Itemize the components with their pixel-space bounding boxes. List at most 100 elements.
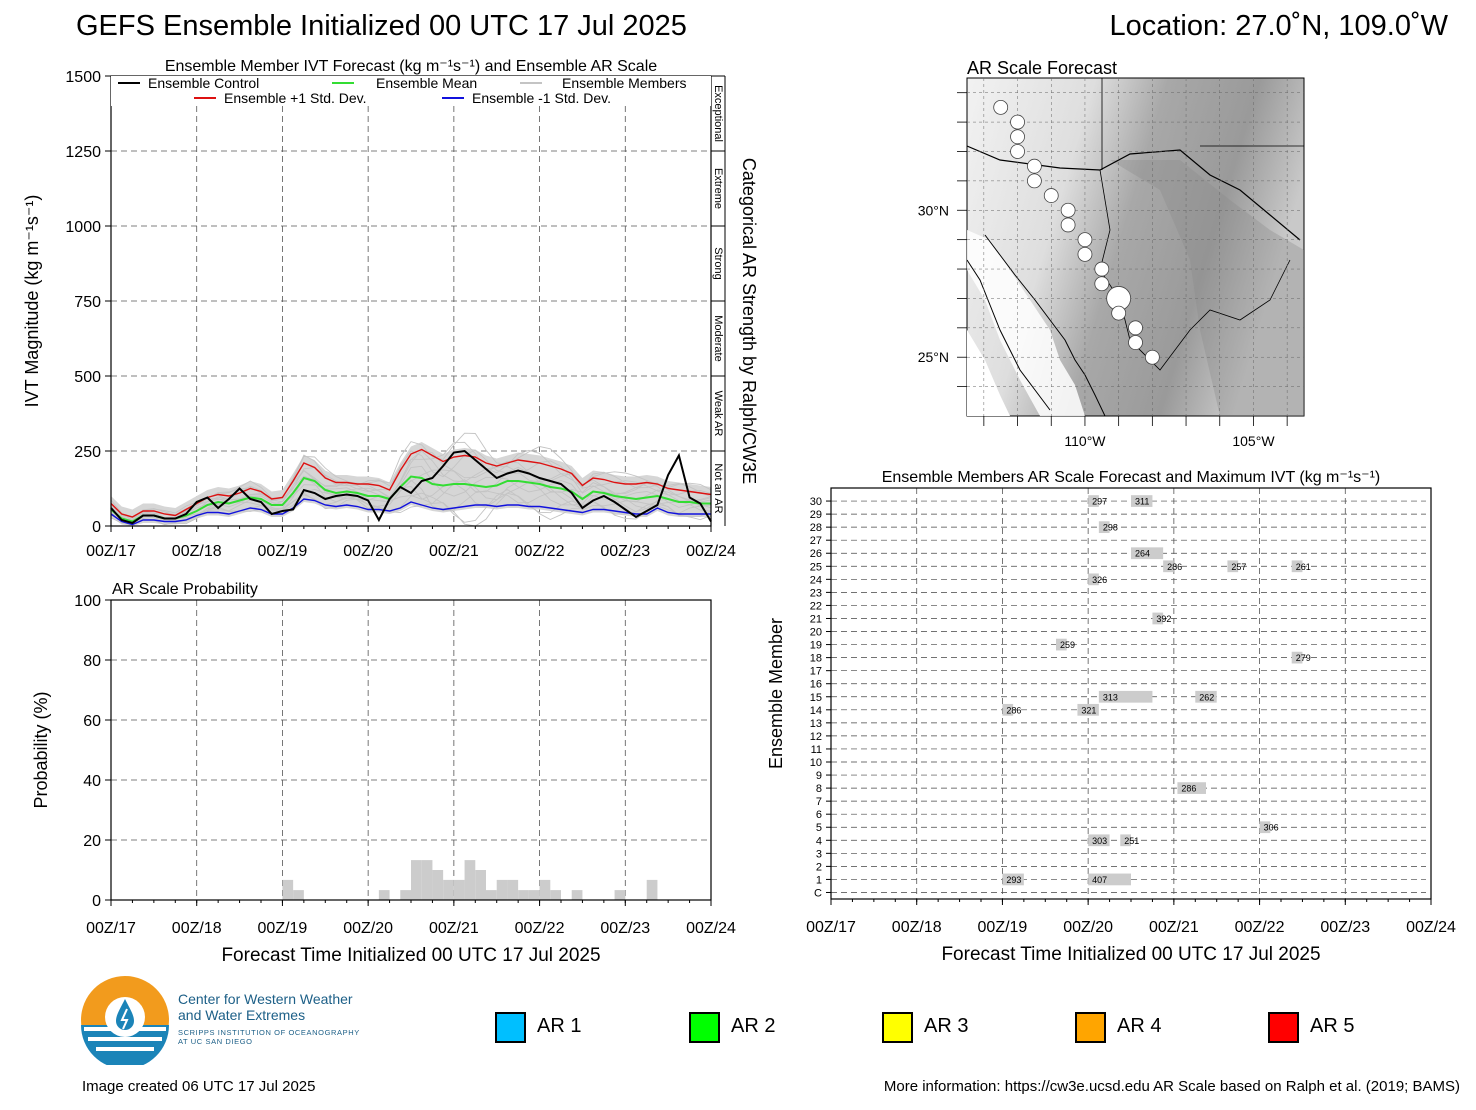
ivt-x-tick-label: 00Z/21 [429, 543, 479, 560]
prob-bar [378, 890, 390, 900]
map-marker [1027, 173, 1042, 189]
prob-y-tick-label: 40 [83, 773, 101, 790]
map-title: AR Scale Forecast [967, 58, 1118, 78]
member-y-tick-label: 29 [810, 509, 822, 521]
map-markers [993, 99, 1160, 365]
member-event-ivt: 306 [1264, 823, 1279, 833]
member-event-ivt: 264 [1135, 549, 1150, 559]
ivt-y-tick-label: 500 [74, 369, 101, 386]
ivt-series-member [110, 492, 712, 527]
map-marker [993, 99, 1009, 115]
map-marker [1010, 114, 1025, 130]
cw3e-logo-icon [81, 976, 169, 1065]
map-marker [1060, 217, 1076, 233]
probability-chart: 0 20 40 60 80 100 00Z/17 00Z/18 00Z/19 00Z/20 00Z/… [31, 581, 736, 966]
logo-line-3: SCRIPPS INSTITUTION OF OCEANOGRAPHY [178, 1028, 360, 1037]
member-y-tick-label: 15 [810, 692, 822, 704]
prob-bar [646, 879, 658, 900]
ivt-title: Ensemble Member IVT Forecast (kg m⁻¹s⁻¹)… [165, 58, 657, 75]
member-event-bar [1120, 834, 1131, 847]
member-event-ivt: 257 [1231, 562, 1246, 572]
member-event-ivt: 251 [1124, 836, 1139, 846]
member-x-tick-label: 00Z/23 [1320, 919, 1370, 936]
ivt-x-tick-label: 00Z/19 [258, 543, 308, 560]
map-gridlines [967, 78, 1304, 416]
ivt-legend-label-control: Ensemble Control [148, 75, 259, 91]
member-y-tick-label: 5 [816, 822, 822, 834]
prob-bar [571, 890, 583, 900]
member-y-tick-label: 6 [816, 809, 822, 821]
member-event-bar [1002, 703, 1014, 716]
location-label: Location: 27.0˚N, 109.0˚W [1109, 10, 1448, 42]
ivt-legend-label-members: Ensemble Members [562, 75, 687, 91]
member-event-bar [1131, 547, 1164, 560]
map-marker [1010, 144, 1025, 159]
member-y-tick-label: 4 [816, 835, 822, 847]
ar-legend-label: AR 2 [731, 1015, 776, 1037]
member-event-ivt: 286 [1006, 705, 1021, 715]
map-ocean-gulf [967, 230, 1085, 416]
ivt-x-tick-label: 00Z/24 [686, 543, 736, 560]
ivt-category-label: Moderate [712, 315, 724, 361]
map-ocean-pacific [967, 330, 1010, 416]
cw3e-logo [80, 975, 170, 1065]
ivt-legend-label-plus_std: Ensemble +1 Std. Dev. [224, 90, 367, 106]
member-y-tick-label: 13 [810, 718, 822, 730]
member-y-tick-label: 24 [810, 574, 822, 586]
ar-legend-label: AR 4 [1117, 1015, 1162, 1037]
member-event-bar [1056, 638, 1067, 651]
prob-bar [400, 890, 411, 900]
map-lat-label: 25°N [918, 349, 949, 365]
member-event-bar [1291, 560, 1303, 573]
prob-bar [432, 870, 444, 900]
member-y-tick-label: 17 [810, 666, 822, 678]
map-marker [1077, 246, 1093, 262]
member-event-ivt: 298 [1103, 523, 1118, 533]
logo-line-4: AT UC SAN DIEGO [178, 1037, 253, 1046]
prob-bar [539, 879, 551, 900]
member-event-ivt: 262 [1199, 692, 1214, 702]
member-y-tick-label: 10 [810, 757, 822, 769]
map-marker [1094, 276, 1110, 292]
map-marker [1077, 232, 1093, 248]
ar-legend-swatch [1268, 1012, 1299, 1043]
prob-x-tick-label: 00Z/18 [172, 920, 222, 937]
ivt-y-tick-label: 750 [74, 294, 101, 311]
ivt-x-tick-label: 00Z/22 [515, 543, 565, 560]
ivt-x-tick-label: 00Z/20 [343, 543, 393, 560]
ivt-y-label: IVT Magnitude (kg m⁻¹s⁻¹) [22, 195, 42, 408]
prob-bar [614, 890, 626, 900]
ar-legend-swatch [882, 1012, 913, 1043]
logo-line-1: Center for Western Weather [178, 991, 353, 1007]
member-event-bar [1088, 873, 1131, 886]
member-event-bar [1259, 821, 1271, 834]
member-event-ivt: 392 [1156, 614, 1171, 624]
member-event-ivt: 303 [1092, 836, 1107, 846]
member-event-bar [1195, 690, 1217, 703]
prob-bar [486, 890, 497, 900]
ivt-y-tick-label: 1250 [65, 144, 101, 161]
prob-bar [293, 890, 304, 900]
ivt-legend-label-mean: Ensemble Mean [376, 75, 477, 91]
map-ticks: 30°N 25°N 110°W 105°W [918, 92, 1288, 449]
member-y-tick-label: 22 [810, 600, 822, 612]
prob-bar [528, 890, 540, 900]
ivt-y-tick-label: 1500 [65, 69, 101, 86]
member-event-bar [1227, 560, 1239, 573]
member-event-bar [1098, 521, 1110, 534]
member-y-tick-label: 18 [810, 653, 822, 665]
map-highlands [1110, 160, 1304, 416]
map-marker [1094, 261, 1110, 277]
prob-x-tick-label: 00Z/20 [343, 920, 393, 937]
member-y-tick-label: 21 [810, 613, 822, 625]
prob-x-tick-label: 00Z/19 [258, 920, 308, 937]
ivt-chart: 0 250 500 750 1000 1250 1500 00Z/17 00Z/18 00Z/19… [22, 58, 759, 560]
ivt-category-label: Weak AR [712, 391, 724, 437]
member-event-ivt: 407 [1092, 875, 1107, 885]
member-event-ivt: 286 [1181, 784, 1196, 794]
member-x-tick-label: 00Z/24 [1406, 919, 1456, 936]
member-y-tick-label: 19 [810, 640, 822, 652]
prob-bar [507, 879, 519, 900]
map-lat-label: 30°N [918, 202, 949, 218]
ivt-y-tick-label: 1000 [65, 219, 101, 236]
